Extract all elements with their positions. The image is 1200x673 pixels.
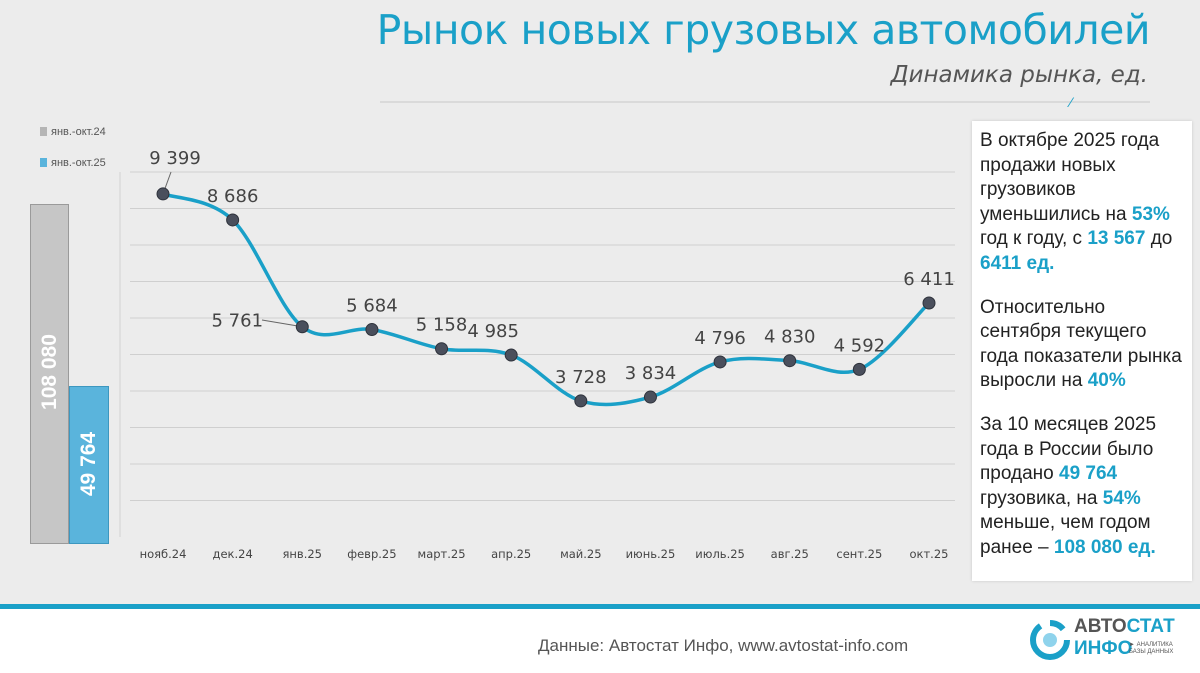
footer-divider (0, 604, 1200, 609)
data-label: 5 684 (346, 296, 398, 317)
x-tick-label: июнь.25 (626, 547, 676, 561)
x-tick-label: июль.25 (695, 547, 745, 561)
x-tick-label: дек.24 (213, 547, 253, 561)
x-tick-label: сент.25 (836, 547, 882, 561)
logo-text-avto: АВТО (1074, 616, 1127, 637)
data-point (922, 296, 936, 310)
logo-text-info: ИНФО (1074, 638, 1133, 659)
x-tick-label: окт.25 (910, 547, 949, 561)
x-tick-label: янв.25 (283, 547, 323, 561)
x-tick-label: май.25 (560, 547, 602, 561)
legend-swatch-2024 (40, 127, 47, 136)
data-source: Данные: Автостат Инфо, www.avtostat-info… (538, 636, 909, 655)
page-subtitle: Динамика рынка, ед. (890, 62, 1148, 88)
info-p1-run-5: 6411 ед. (980, 252, 1055, 274)
svg-text:⁄: ⁄ (1067, 94, 1075, 110)
info-p3-run-5: 108 080 ед. (1053, 536, 1156, 558)
label-leader (261, 319, 303, 328)
data-point (713, 355, 727, 369)
info-paragraph-3: За 10 месяцев 2025 года в России было пр… (980, 413, 1184, 561)
logo-text-line1: АВТОСТАТ (1074, 616, 1175, 638)
info-p3-run-2: грузовика, на (980, 487, 1103, 509)
data-point (365, 323, 379, 337)
info-p1-run-0: В октябре 2025 года продажи новых грузов… (980, 130, 1160, 225)
data-point (574, 394, 588, 408)
summary-bar-2025 (69, 386, 109, 544)
footer (0, 609, 1200, 673)
data-point (156, 187, 170, 201)
info-box: В октябре 2025 года продажи новых грузов… (972, 121, 1192, 581)
data-point (504, 348, 518, 362)
data-label: 9 399 (149, 148, 201, 169)
subtitle-underline: ⁄ (380, 94, 1150, 110)
info-p1-run-2: год к году, с (980, 228, 1088, 250)
logo-tagline-1: ► АНАЛИТИКА (1129, 642, 1173, 648)
legend-item-2024: янв.-окт.24 (40, 126, 106, 138)
data-label: 5 158 (416, 315, 468, 336)
info-paragraph-1: В октябре 2025 года продажи новых грузов… (980, 129, 1184, 277)
data-label: 5 761 (212, 311, 264, 332)
summary-bar-2024 (30, 204, 69, 544)
data-label: 8 686 (207, 186, 259, 207)
info-p1-run-3: 13 567 (1087, 228, 1146, 250)
data-point (783, 354, 797, 368)
data-label: 3 728 (555, 367, 607, 388)
logo-text-stat: СТАТ (1126, 616, 1175, 637)
info-p3-run-3: 54% (1102, 487, 1141, 509)
info-p3-run-4: меньше, чем годом ранее – (980, 512, 1151, 558)
data-point (226, 213, 240, 227)
x-tick-label: авг.25 (771, 547, 809, 561)
x-tick-label: март.25 (418, 547, 466, 561)
info-p3-run-1: 49 764 (1059, 463, 1118, 485)
legend-item-2025: янв.-окт.25 (40, 157, 106, 169)
data-label: 4 985 (467, 321, 519, 342)
page-title: Рынок новых грузовых автомобилей (376, 6, 1151, 54)
info-p2-run-0: Относительно сентября текущего года пока… (980, 296, 1182, 392)
data-point (295, 320, 309, 334)
legend-label-2025: янв.-окт.25 (51, 157, 106, 169)
data-label: 4 830 (764, 327, 816, 348)
data-point (643, 390, 657, 404)
data-label: 4 796 (694, 328, 746, 349)
info-p2-run-1: 40% (1087, 370, 1126, 392)
info-p1-run-4: до (1145, 228, 1173, 250)
logo-mark-icon (1030, 620, 1070, 660)
info-p3-run-0: За 10 месяцев 2025 года в России было пр… (980, 413, 1157, 485)
data-label: 6 411 (903, 269, 955, 290)
data-label: 3 834 (625, 363, 677, 384)
avtostat-logo: АВТОСТАТ ИНФО ► АНАЛИТИКА БАЗЫ ДАННЫХ (1030, 616, 1190, 666)
legend-swatch-2025 (40, 158, 47, 167)
data-point (435, 342, 449, 356)
logo-tagline-2: БАЗЫ ДАННЫХ (1129, 649, 1174, 655)
legend-label-2024: янв.-окт.24 (51, 126, 106, 138)
data-point (852, 362, 866, 376)
info-p1-run-1: 53% (1131, 203, 1170, 225)
x-tick-label: нояб.24 (140, 547, 187, 561)
x-tick-label: апр.25 (491, 547, 531, 561)
series-line (162, 192, 931, 407)
logo-tagline: ► АНАЛИТИКА БАЗЫ ДАННЫХ (1129, 642, 1173, 656)
data-label: 4 592 (834, 335, 886, 356)
info-paragraph-2: Относительно сентября текущего года пока… (980, 296, 1184, 394)
x-tick-label: февр.25 (347, 547, 396, 561)
